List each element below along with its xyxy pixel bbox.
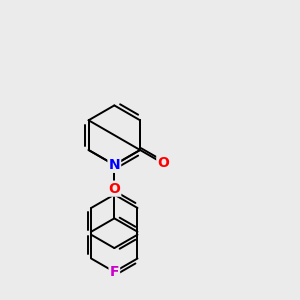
- Text: F: F: [110, 265, 119, 279]
- Text: N: N: [109, 158, 120, 172]
- Text: O: O: [157, 156, 169, 170]
- Text: O: O: [108, 182, 120, 196]
